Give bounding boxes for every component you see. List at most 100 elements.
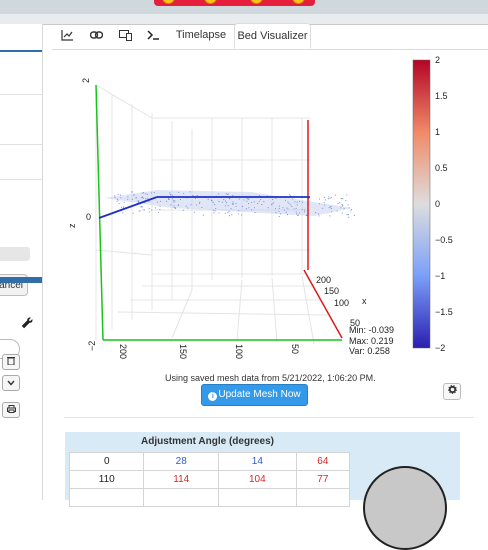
print-button[interactable] [2,402,20,418]
mesh-point [159,205,161,207]
mesh-3d-plot[interactable]: 2 0 z −2 200 150 100 x 50 200 150 100 50… [52,50,488,370]
mesh-var: Var: 0.258 [349,346,390,356]
mesh-point [329,215,331,217]
mesh-point [315,212,317,214]
table-cell [68,488,145,507]
table-cell: 104 [217,470,297,489]
mesh-point [261,204,263,206]
tab-graph[interactable] [52,23,82,48]
mesh-point [175,207,177,210]
x-axis-label: x [362,296,367,306]
mesh-point [348,207,350,209]
mesh-point [232,201,234,203]
x-tick: 200 [316,275,331,285]
mesh-point [131,198,133,200]
mesh-point [350,208,352,210]
mesh-point [148,200,150,202]
chevron-down-button[interactable] [2,375,20,391]
colorbar-tick: −1.5 [435,307,453,317]
chevron-down-icon [7,380,15,386]
emoji-icon [292,0,305,4]
mesh-point [275,197,277,200]
gear-icon [447,385,457,394]
mesh-point [156,201,158,203]
tab-control[interactable] [110,23,140,48]
mesh-point [226,193,228,195]
mesh-point [258,200,260,202]
mesh-point [257,203,259,205]
mesh-point [118,202,120,204]
mesh-point [133,194,135,196]
mesh-point [193,211,195,213]
mesh-point [116,201,118,203]
mesh-point [329,197,331,199]
mesh-point [148,208,150,210]
mesh-point [241,214,243,216]
tab-timelapse[interactable]: Timelapse [175,29,227,41]
adjustment-panel: Adjustment Angle (degrees) 0 28 14 64 11… [65,432,460,507]
mesh-point [120,197,122,199]
mesh-point [178,191,180,193]
mesh-point [158,211,160,213]
mesh-point [196,195,198,197]
trash-button[interactable] [2,354,20,370]
mesh-point [231,214,233,216]
mesh-point [120,206,123,209]
left-sidebar: ancel [0,24,43,500]
x-tick: 100 [334,298,349,308]
mesh-point [331,211,333,213]
mesh-surface-points [114,191,355,218]
mesh-point [295,207,297,209]
mesh-point [275,212,277,214]
mesh-point [190,204,192,206]
mesh-point [167,198,169,200]
settings-button[interactable] [443,383,461,400]
mesh-point [330,205,332,208]
divider [64,417,474,418]
mesh-point [322,207,324,209]
table-cell: 114 [143,470,219,489]
mesh-point [272,198,274,201]
colorbar-tick: 1.5 [435,91,448,101]
emoji-icon [250,0,263,4]
mesh-point [271,203,273,205]
update-mesh-label: Update Mesh Now [218,389,301,400]
mesh-point [328,207,330,209]
mesh-point [141,206,143,208]
top-navbar [0,0,488,14]
mesh-point [279,213,281,215]
mesh-point [341,212,343,214]
tab-connection[interactable] [82,23,110,48]
mesh-point [225,193,227,195]
mesh-point [143,192,145,194]
mesh-point [246,198,248,200]
mesh-point [145,193,147,195]
saved-mesh-text: Using saved mesh data from 5/21/2022, 1:… [165,373,376,383]
mesh-point [211,200,213,202]
info-icon: i [208,392,218,401]
wrench-icon[interactable] [20,316,36,332]
tab-bed-visualizer[interactable]: Bed Visualizer [234,23,311,49]
mesh-point [323,201,325,203]
sidebar-progress [0,247,30,261]
mesh-point [330,207,332,209]
mesh-point [230,208,232,210]
tab-terminal[interactable] [140,23,166,48]
mesh-point [182,209,184,211]
mesh-point [228,197,230,199]
update-mesh-button[interactable]: i Update Mesh Now [201,384,308,406]
top-alert-pill[interactable] [154,0,315,6]
mesh-point [185,205,187,207]
mesh-point [131,191,133,193]
mesh-point [130,191,132,193]
mesh-point [287,214,289,216]
table-cell [217,488,297,507]
z-tick: −2 [87,341,97,351]
mesh-point [145,198,147,200]
terminal-icon [147,30,159,40]
mesh-point [278,205,280,207]
tab-bar: Timelapse Bed Visualizer [52,23,488,50]
mesh-point [227,205,229,207]
emoji-icon [162,0,175,4]
table-cell: 14 [217,452,297,471]
